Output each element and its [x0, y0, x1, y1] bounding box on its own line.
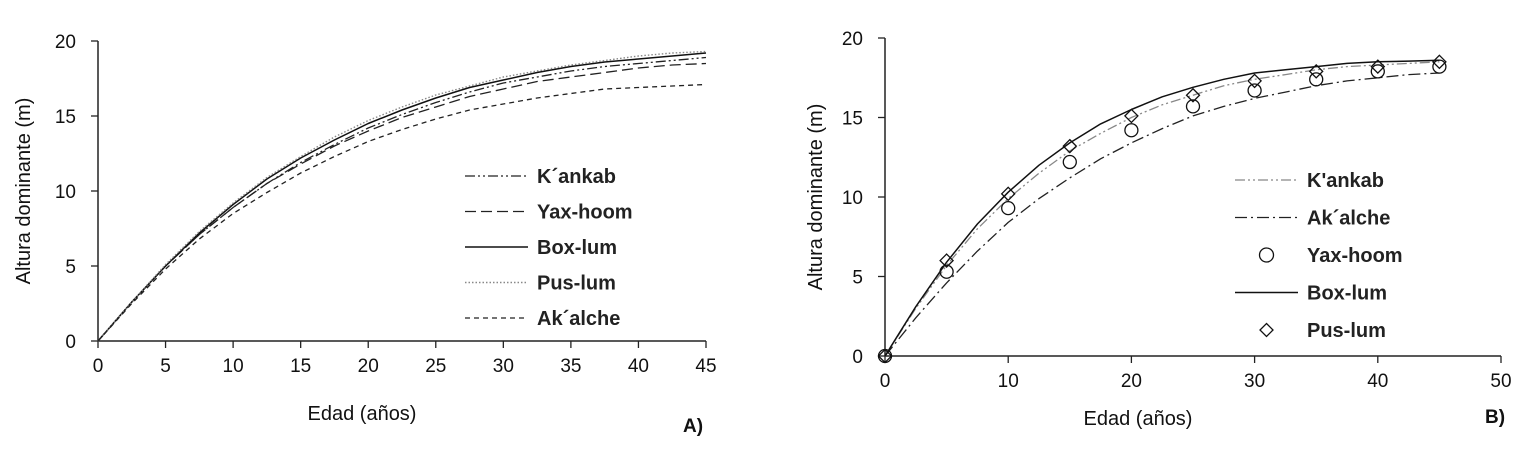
legend-label: Ak´alche	[1307, 208, 1390, 230]
y-axis-label: Altura dominante (m)	[805, 104, 827, 291]
legend-label: Pus-lum	[1307, 320, 1386, 342]
x-tick-label: 10	[998, 371, 1019, 392]
x-tick-label: 40	[1367, 371, 1388, 392]
data-point-yax-hoom	[1185, 99, 1201, 114]
y-tick-label: 20	[842, 29, 863, 50]
legend-entry-k-ankab: K´ankab	[465, 166, 616, 188]
x-tick-label: 35	[560, 356, 581, 377]
panel-label: B)	[1485, 407, 1505, 428]
legend-entry-yax-hoom: Yax-hoom	[465, 202, 633, 224]
legend-entry-pus-lum: Pus-lum	[1259, 320, 1386, 342]
legend-label: K´ankab	[537, 166, 616, 188]
series-line-ak-alche	[884, 72, 1440, 357]
data-point-pus-lum	[1062, 138, 1078, 154]
legend-label: Box-lum	[537, 237, 617, 259]
data-point-yax-hoom	[1432, 59, 1447, 74]
y-tick-label: 15	[55, 107, 76, 128]
y-tick-label: 0	[852, 347, 863, 368]
y-tick-label: 15	[842, 109, 863, 130]
y-tick-label: 10	[55, 182, 76, 203]
legend-entry-yax-hoom: Yax-hoom	[1258, 245, 1403, 267]
series-line-box-lum	[884, 59, 1440, 357]
legend-swatch	[1259, 322, 1274, 338]
y-axis-label: Altura dominante (m)	[13, 98, 35, 285]
x-tick-label: 40	[628, 356, 649, 377]
y-tick-label: 0	[65, 332, 76, 353]
x-tick-label: 15	[290, 356, 311, 377]
x-tick-label: 25	[425, 356, 446, 377]
data-point-yax-hoom	[1062, 154, 1077, 170]
legend-label: Pus-lum	[537, 273, 616, 295]
data-point-pus-lum	[1247, 73, 1263, 89]
x-axis-label: Edad (años)	[308, 403, 417, 425]
legend-entry-k-ankab: K'ankab	[1235, 170, 1384, 192]
legend-label: Yax-hoom	[1307, 245, 1403, 267]
x-axis-label: Edad (años)	[1084, 408, 1193, 430]
legend-swatch	[1258, 247, 1275, 263]
y-tick-label: 5	[852, 268, 863, 289]
series-line-pus-lum	[97, 50, 707, 342]
data-point-yax-hoom	[1247, 83, 1262, 98]
x-tick-label: 0	[93, 356, 104, 377]
x-tick-label: 45	[695, 356, 716, 377]
legend-entry-ak-alche: Ak´alche	[465, 308, 620, 330]
data-point-pus-lum	[1308, 63, 1324, 79]
x-tick-label: 50	[1490, 371, 1511, 392]
x-tick-label: 30	[493, 356, 514, 377]
data-point-pus-lum	[877, 348, 893, 364]
legend-label: Yax-hoom	[537, 202, 633, 224]
data-point-pus-lum	[1000, 186, 1016, 202]
data-point-pus-lum	[1123, 108, 1139, 124]
legend-entry-pus-lum: Pus-lum	[465, 273, 616, 295]
legend-label: Box-lum	[1307, 283, 1387, 305]
y-tick-label: 10	[842, 188, 863, 209]
series-line-yax-hoom	[97, 62, 707, 342]
x-tick-label: 20	[358, 356, 379, 377]
x-tick-label: 30	[1244, 371, 1265, 392]
data-point-pus-lum	[1370, 59, 1386, 75]
y-tick-label: 5	[65, 257, 76, 278]
data-point-pus-lum	[1431, 54, 1447, 70]
data-point-yax-hoom	[1001, 200, 1016, 216]
y-tick-label: 20	[55, 32, 76, 53]
legend-label: Ak´alche	[537, 308, 620, 330]
x-tick-label: 10	[223, 356, 244, 377]
x-tick-label: 0	[880, 371, 891, 392]
data-point-yax-hoom	[1124, 123, 1139, 138]
data-point-pus-lum	[1185, 87, 1201, 103]
panel-label: A)	[683, 416, 703, 437]
legend-label: K'ankab	[1307, 170, 1384, 192]
legend-entry-box-lum: Box-lum	[1235, 283, 1387, 305]
chart-panel-b: 0 10 20 30 40 50 0 5 10 15 20 Edad (años) Altura dom…	[805, 29, 1512, 430]
data-point-yax-hoom	[1309, 72, 1324, 87]
data-point-yax-hoom	[1370, 64, 1385, 79]
data-point-pus-lum	[939, 253, 955, 269]
series-line-k-ankab	[97, 56, 707, 342]
x-tick-label: 5	[160, 356, 171, 377]
series-line-box-lum	[97, 52, 707, 342]
legend-entry-box-lum: Box-lum	[465, 237, 617, 259]
series-line-k-ankab	[884, 61, 1440, 357]
legend-entry-ak-alche: Ak´alche	[1235, 208, 1390, 230]
x-tick-label: 20	[1121, 371, 1142, 392]
chart-panel-a: 0 5 10 15 20 25 30 35 40 45 0 5 10 15 20 Edad (años) Alt…	[13, 32, 717, 437]
